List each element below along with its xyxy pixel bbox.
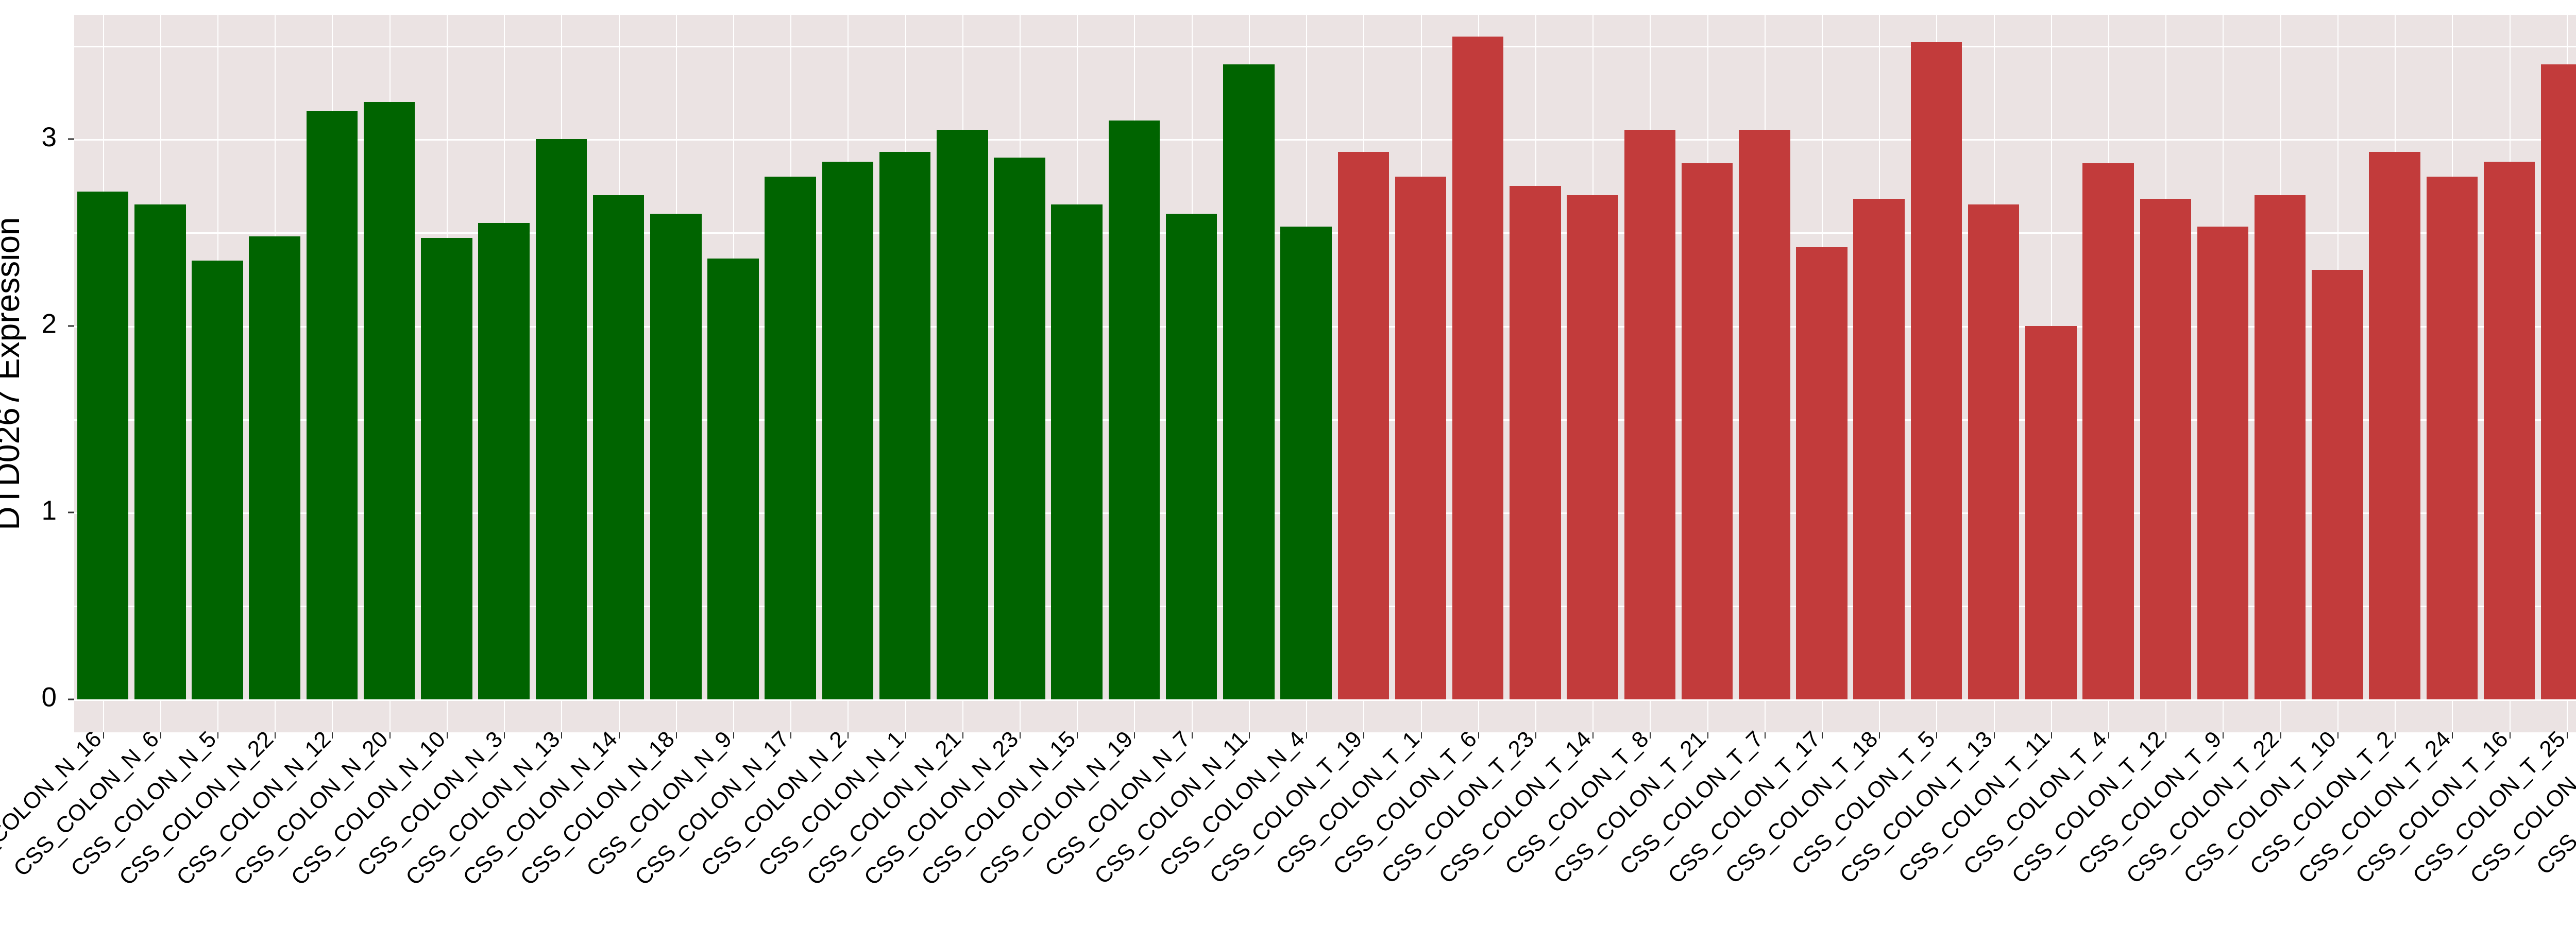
svg-text:CSS_COLON_N_2: CSS_COLON_N_2 [696, 726, 851, 881]
svg-text:CSS_COLON_T_25: CSS_COLON_T_25 [2408, 726, 2570, 888]
svg-text:CSS_COLON_T_9: CSS_COLON_T_9 [2073, 726, 2226, 879]
svg-text:CSS_COLON_T_4: CSS_COLON_T_4 [1959, 726, 2112, 879]
svg-text:CSS_COLON_T_7: CSS_COLON_T_7 [1615, 726, 1768, 879]
svg-text:CSS_COLON_T_16: CSS_COLON_T_16 [2351, 726, 2513, 888]
svg-text:CSS_COLON_N_10: CSS_COLON_N_10 [286, 726, 450, 890]
svg-text:CSS_COLON_N_21: CSS_COLON_N_21 [802, 726, 966, 890]
svg-text:CSS_COLON_T_12: CSS_COLON_T_12 [2007, 726, 2170, 888]
svg-text:CSS_COLON_T_3: CSS_COLON_T_3 [2532, 726, 2576, 879]
svg-text:CSS_COLON_T_24: CSS_COLON_T_24 [2294, 726, 2456, 888]
svg-text:CSS_COLON_T_19: CSS_COLON_T_19 [1205, 726, 1367, 888]
svg-text:0: 0 [42, 682, 57, 713]
svg-text:CSS_COLON_T_5: CSS_COLON_T_5 [1787, 726, 1940, 879]
svg-text:CSS_COLON_N_23: CSS_COLON_N_23 [859, 726, 1023, 890]
svg-text:CSS_COLON_T_10: CSS_COLON_T_10 [2179, 726, 2341, 888]
svg-text:CSS_COLON_T_6: CSS_COLON_T_6 [1328, 726, 1481, 879]
svg-text:CSS_COLON_N_19: CSS_COLON_N_19 [974, 726, 1138, 890]
svg-text:CSS_COLON_N_4: CSS_COLON_N_4 [1155, 726, 1310, 881]
svg-text:CSS_COLON_N_14: CSS_COLON_N_14 [458, 726, 622, 890]
svg-text:CSS_COLON_N_16: CSS_COLON_N_16 [0, 726, 107, 890]
svg-text:2: 2 [42, 309, 57, 339]
svg-text:CSS_COLON_N_20: CSS_COLON_N_20 [229, 726, 393, 890]
svg-text:CSS_COLON_N_12: CSS_COLON_N_12 [172, 726, 335, 890]
svg-text:CSS_COLON_N_3: CSS_COLON_N_3 [352, 726, 507, 881]
svg-text:CSS_COLON_N_7: CSS_COLON_N_7 [1040, 726, 1195, 881]
svg-text:CSS_COLON_T_17: CSS_COLON_T_17 [1663, 726, 1825, 888]
svg-text:CSS_COLON_N_13: CSS_COLON_N_13 [401, 726, 565, 890]
svg-text:CSS_COLON_T_21: CSS_COLON_T_21 [1549, 726, 1711, 888]
svg-text:1: 1 [42, 495, 57, 526]
svg-text:CSS_COLON_N_6: CSS_COLON_N_6 [9, 726, 164, 881]
svg-text:CSS_COLON_T_22: CSS_COLON_T_22 [2122, 726, 2284, 888]
svg-text:CSS_COLON_T_2: CSS_COLON_T_2 [2245, 726, 2398, 879]
svg-text:DTD0267 Expression: DTD0267 Expression [0, 217, 26, 530]
svg-text:CSS_COLON_N_22: CSS_COLON_N_22 [114, 726, 278, 890]
svg-text:CSS_COLON_T_13: CSS_COLON_T_13 [1835, 726, 1997, 888]
svg-text:CSS_COLON_T_14: CSS_COLON_T_14 [1434, 726, 1596, 888]
svg-text:CSS_COLON_T_1: CSS_COLON_T_1 [1271, 726, 1424, 879]
svg-text:CSS_COLON_T_23: CSS_COLON_T_23 [1377, 726, 1539, 888]
svg-text:CSS_COLON_T_18: CSS_COLON_T_18 [1720, 726, 1883, 888]
svg-text:CSS_COLON_N_5: CSS_COLON_N_5 [66, 726, 221, 881]
svg-text:CSS_COLON_T_8: CSS_COLON_T_8 [1500, 726, 1653, 879]
svg-text:CSS_COLON_N_9: CSS_COLON_N_9 [582, 726, 737, 881]
svg-text:CSS_COLON_T_11: CSS_COLON_T_11 [1893, 726, 2054, 887]
svg-text:3: 3 [42, 122, 57, 152]
svg-text:CSS_COLON_T_15: CSS_COLON_T_15 [2465, 726, 2576, 888]
svg-text:CSS_COLON_N_15: CSS_COLON_N_15 [917, 726, 1080, 890]
svg-text:CSS_COLON_N_17: CSS_COLON_N_17 [630, 726, 794, 890]
svg-text:CSS_COLON_N_18: CSS_COLON_N_18 [516, 726, 680, 890]
svg-text:CSS_COLON_N_11: CSS_COLON_N_11 [1090, 726, 1252, 889]
svg-text:CSS_COLON_N_1: CSS_COLON_N_1 [754, 726, 909, 881]
